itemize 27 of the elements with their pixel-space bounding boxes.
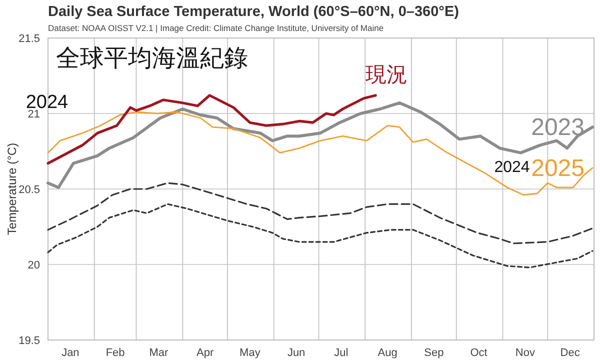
chart-subtitle: Dataset: NOAA OISST V2.1 | Image Credit: Climate Change Institute, University of Maine xyxy=(48,23,384,33)
y-axis-title: Temperature (°C) xyxy=(5,142,19,236)
y-tick-label: 20 xyxy=(28,260,40,272)
x-tick-label: Mar xyxy=(149,347,168,359)
y-tick-label: 20.5 xyxy=(18,184,40,196)
series-label: 2023 xyxy=(531,114,585,142)
x-tick-label: Nov xyxy=(515,347,536,359)
line-series xyxy=(47,203,594,268)
x-tick-label: Sep xyxy=(424,347,444,359)
x-tick-label: Jun xyxy=(287,347,306,359)
line-series xyxy=(47,111,594,196)
x-tick-label: Jan xyxy=(62,347,80,359)
line-series xyxy=(47,182,594,244)
x-tick-label: Aug xyxy=(378,347,398,359)
chart-title: Daily Sea Surface Temperature, World (60°S–60°N, 0–360°E) xyxy=(48,4,460,20)
y-tick-label: 19.5 xyxy=(18,335,40,347)
x-tick-label: Feb xyxy=(106,347,125,359)
series-label: 現況 xyxy=(366,63,408,86)
annotation: 2024 xyxy=(494,159,530,176)
x-tick-label: May xyxy=(240,347,261,359)
x-tick-label: Jul xyxy=(334,347,348,359)
y-tick-label: 21.5 xyxy=(18,33,40,45)
x-tick-label: Dec xyxy=(560,347,580,359)
annotation: 全球平均海溫紀錄 xyxy=(56,45,248,72)
x-tick-label: Apr xyxy=(196,347,214,359)
x-tick-label: Oct xyxy=(470,347,488,359)
series-label: 2025 xyxy=(531,154,585,182)
